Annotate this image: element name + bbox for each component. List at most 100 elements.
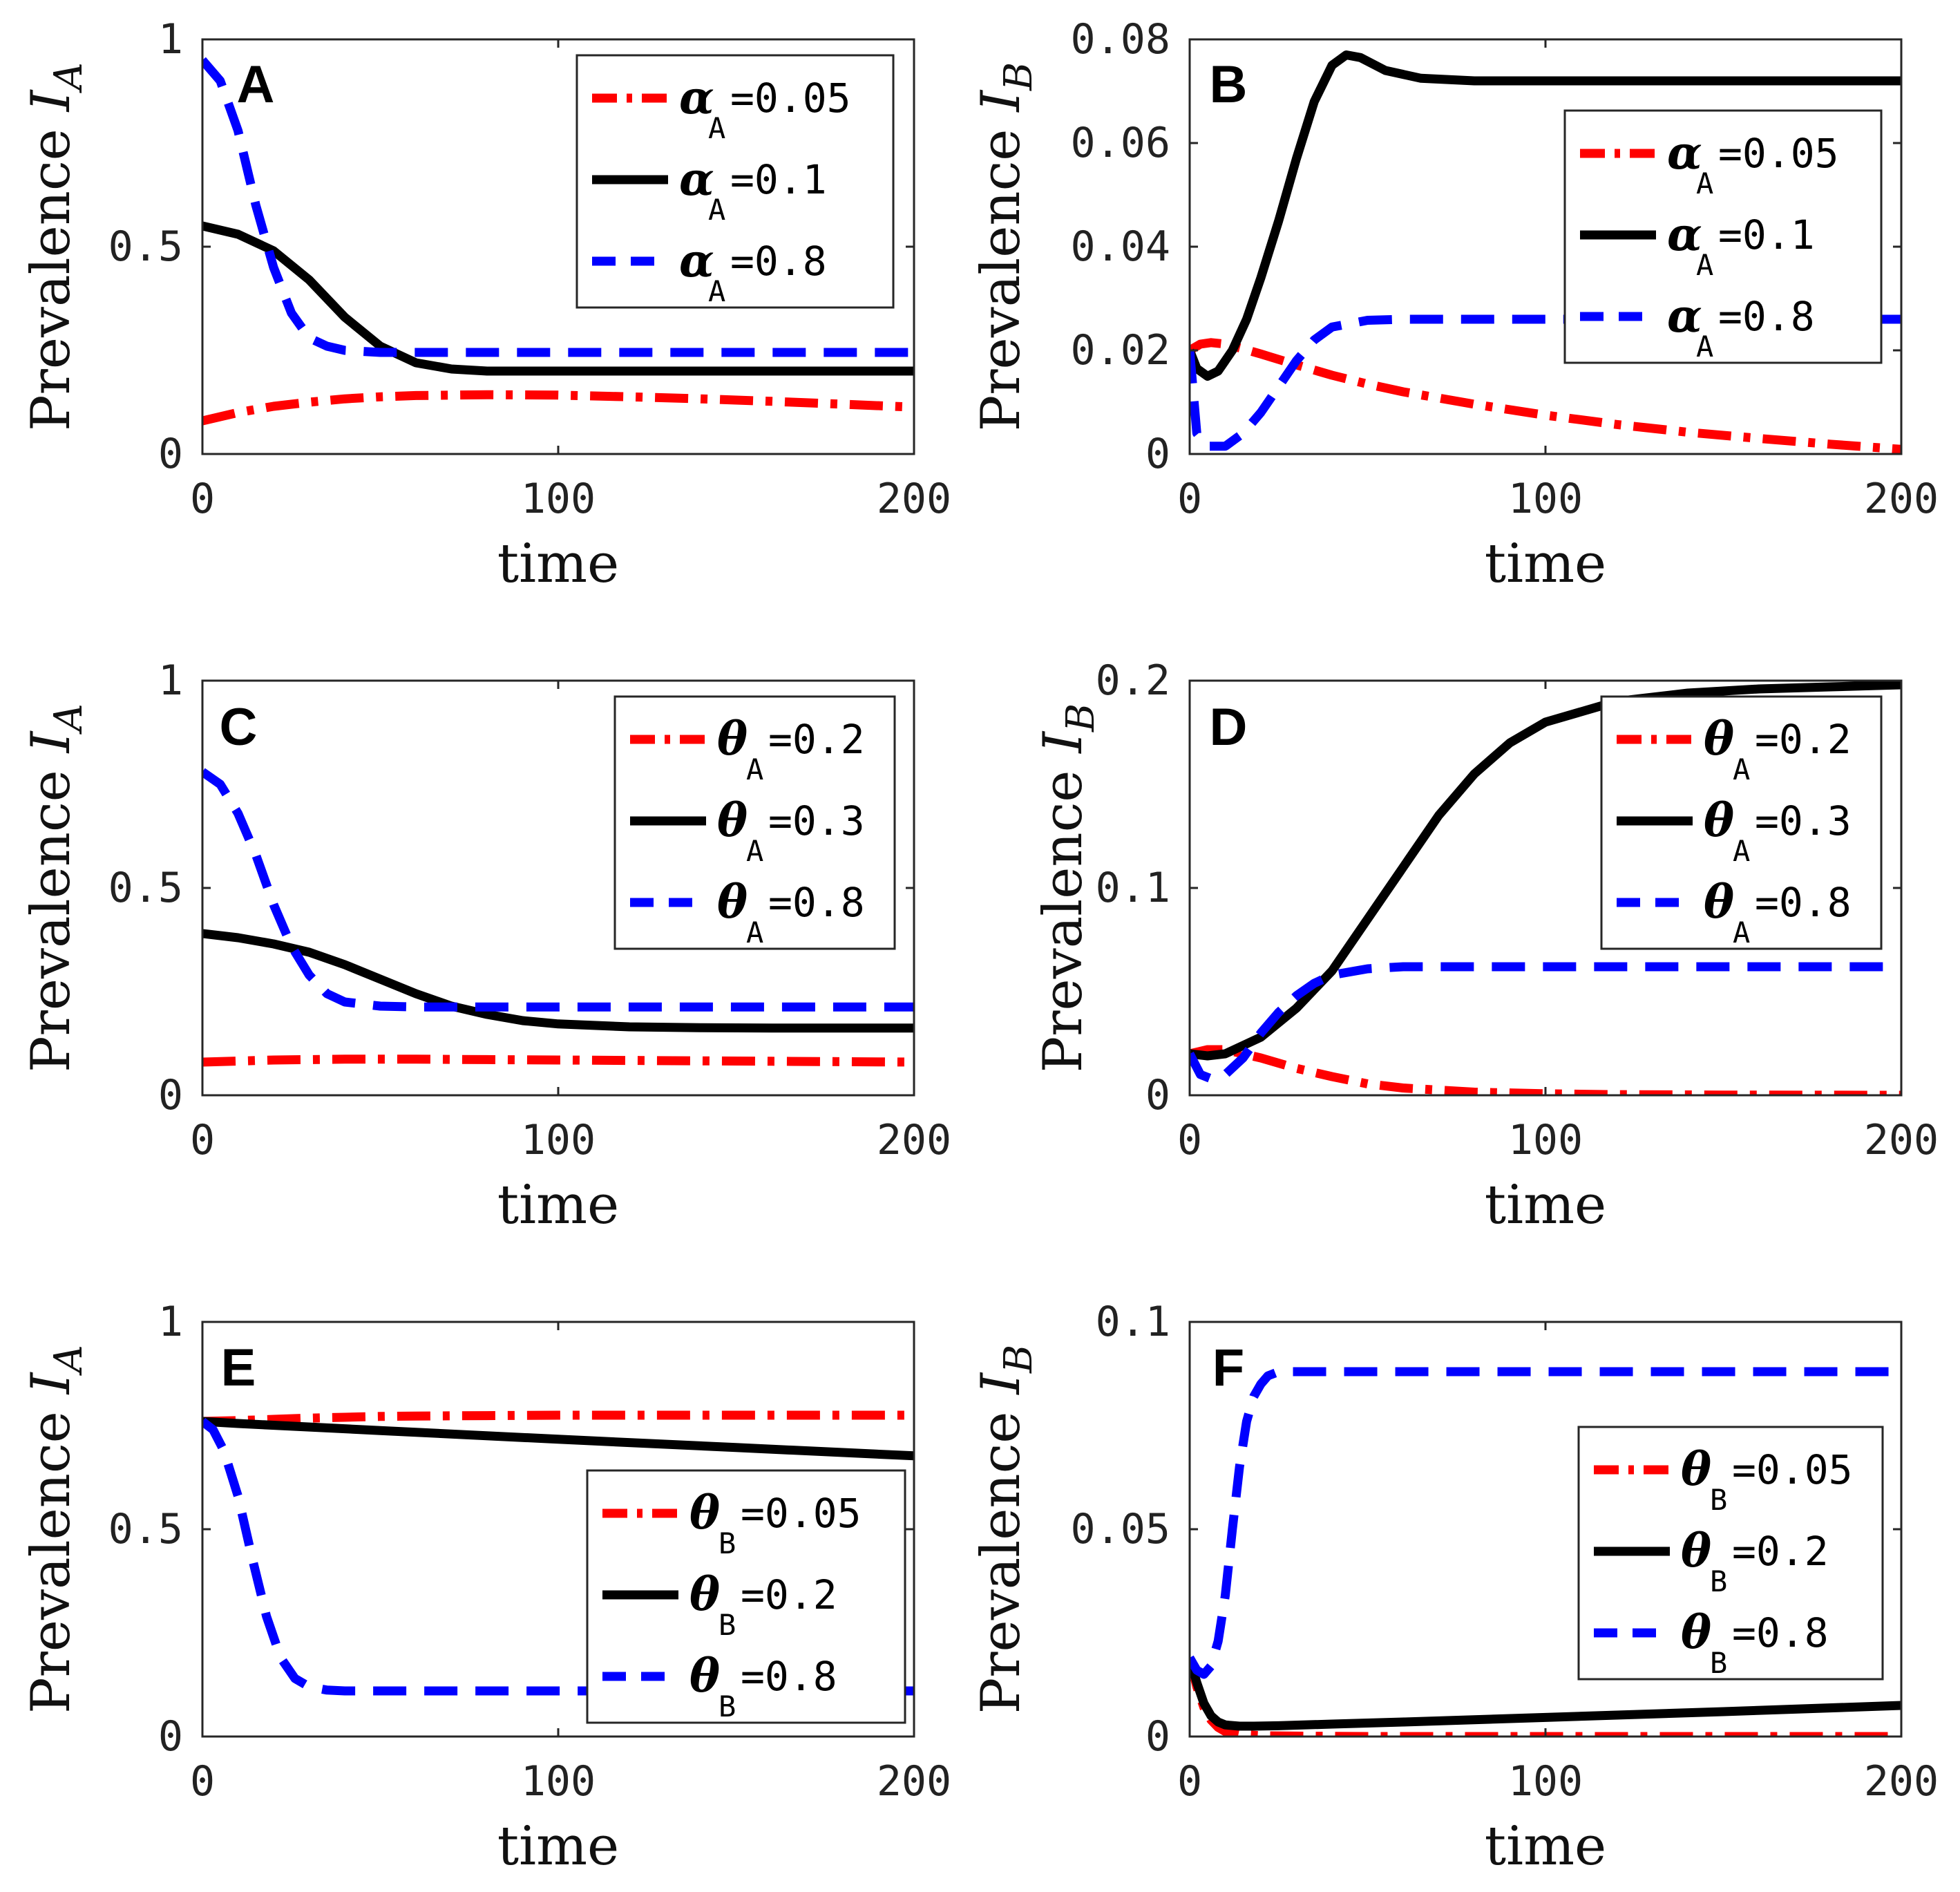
panel-label: B — [1210, 55, 1248, 114]
x-tick-label: 200 — [877, 1116, 951, 1164]
y-tick-label: 0.06 — [1071, 119, 1171, 167]
legend-symbol: θ — [717, 875, 748, 929]
x-tick-label: 0 — [1177, 1757, 1202, 1806]
x-tick-label: 200 — [877, 1757, 951, 1806]
legend-value: =0.3 — [1755, 797, 1852, 844]
y-tick-label: 1 — [158, 1298, 183, 1346]
y-tick-label: 0.04 — [1071, 223, 1171, 271]
legend-symbol: α — [679, 70, 714, 124]
series-line-solid — [1190, 1656, 1901, 1731]
legend-value: =0.05 — [730, 75, 851, 122]
y-tick-label: 0 — [158, 1071, 183, 1119]
y-axis-label: Prevalence IA — [20, 703, 91, 1072]
legend-subscript: A — [1733, 753, 1750, 786]
x-tick-label: 0 — [1177, 475, 1202, 523]
y-axis-label: Prevalence IB — [970, 1345, 1041, 1714]
series-line-dashed — [1190, 962, 1901, 1084]
legend-symbol: α — [679, 234, 714, 287]
series-line-dashed — [1190, 314, 1901, 451]
x-tick-label: 100 — [1508, 1116, 1583, 1164]
x-axis-label: time — [1485, 1815, 1606, 1877]
series-line-dashdot — [202, 1054, 914, 1067]
y-axis-label: Prevalence IB — [970, 62, 1041, 431]
legend-symbol: θ — [1681, 1442, 1711, 1496]
legend-value: =0.2 — [1755, 716, 1852, 763]
legend-value: =0.8 — [741, 1653, 837, 1700]
y-tick-label: 1 — [158, 656, 183, 705]
panel-label: E — [221, 1338, 256, 1397]
x-tick-label: 0 — [190, 475, 215, 523]
legend-subscript: B — [719, 1526, 736, 1560]
y-tick-label: 0.05 — [1071, 1505, 1171, 1553]
x-tick-label: 200 — [877, 475, 951, 523]
legend-subscript: A — [746, 834, 763, 868]
y-tick-label: 0.1 — [1096, 1298, 1170, 1346]
legend-value: =0.05 — [741, 1490, 862, 1537]
series-line-solid — [202, 929, 914, 1033]
panel-label: C — [220, 698, 258, 757]
panel-label: F — [1212, 1338, 1244, 1397]
legend-subscript: B — [719, 1608, 736, 1642]
y-tick-label: 0 — [1145, 1712, 1170, 1761]
legend-value: =0.1 — [1718, 211, 1815, 258]
legend-symbol: θ — [717, 712, 748, 766]
legend-value: =0.8 — [1755, 879, 1852, 926]
x-tick-label: 100 — [521, 1757, 596, 1806]
legend-symbol: θ — [1704, 793, 1734, 847]
panel-label: A — [237, 55, 275, 114]
y-tick-label: 0 — [1145, 430, 1170, 478]
legend-symbol: θ — [717, 793, 748, 847]
x-axis-label: time — [497, 1174, 619, 1236]
x-tick-label: 100 — [1508, 475, 1583, 523]
legend-value: =0.2 — [741, 1571, 837, 1618]
x-tick-label: 0 — [1177, 1116, 1202, 1164]
legend-symbol: θ — [1681, 1524, 1711, 1578]
legend-symbol: θ — [1681, 1605, 1711, 1659]
y-axis-label: Prevalence IA — [20, 1345, 91, 1714]
series-line-dashdot — [1190, 338, 1901, 454]
x-tick-label: 0 — [190, 1116, 215, 1164]
x-tick-label: 200 — [1864, 475, 1939, 523]
y-tick-label: 0.5 — [108, 1505, 183, 1553]
series-line-solid — [1190, 681, 1901, 1061]
series-line-dashdot — [202, 390, 914, 426]
y-axis-label: Prevalence IB — [1032, 703, 1103, 1072]
legend-subscript: A — [1696, 248, 1713, 282]
series-line-solid — [1190, 50, 1901, 381]
legend-symbol: α — [1667, 207, 1702, 261]
y-tick-label: 0.1 — [1096, 864, 1170, 912]
series-line-solid — [202, 1417, 914, 1461]
legend-subscript: A — [1733, 916, 1750, 949]
series-line-dashed — [1190, 1367, 1901, 1679]
y-axis-label: Prevalence IA — [20, 62, 91, 431]
series-line-solid — [202, 221, 914, 376]
legend-subscript: A — [746, 753, 763, 786]
legend-symbol: θ — [689, 1649, 720, 1703]
legend-symbol: θ — [689, 1486, 720, 1540]
legend-value: =0.1 — [730, 156, 827, 203]
legend-subscript: A — [708, 193, 725, 227]
legend-subscript: A — [746, 916, 763, 949]
series-line-dashdot — [202, 1410, 914, 1426]
y-tick-label: 0.5 — [108, 864, 183, 912]
legend-value: =0.8 — [730, 238, 827, 285]
y-tick-label: 0.02 — [1071, 326, 1171, 375]
y-tick-label: 1 — [158, 15, 183, 64]
legend: θA=0.2θA=0.3θA=0.8 — [613, 695, 896, 950]
legend-value: =0.8 — [1718, 293, 1815, 340]
y-tick-label: 0 — [158, 1712, 183, 1761]
x-tick-label: 0 — [190, 1757, 215, 1806]
legend-subscript: B — [719, 1690, 736, 1723]
legend-symbol: θ — [689, 1567, 720, 1621]
legend-value: =0.2 — [1732, 1528, 1829, 1575]
